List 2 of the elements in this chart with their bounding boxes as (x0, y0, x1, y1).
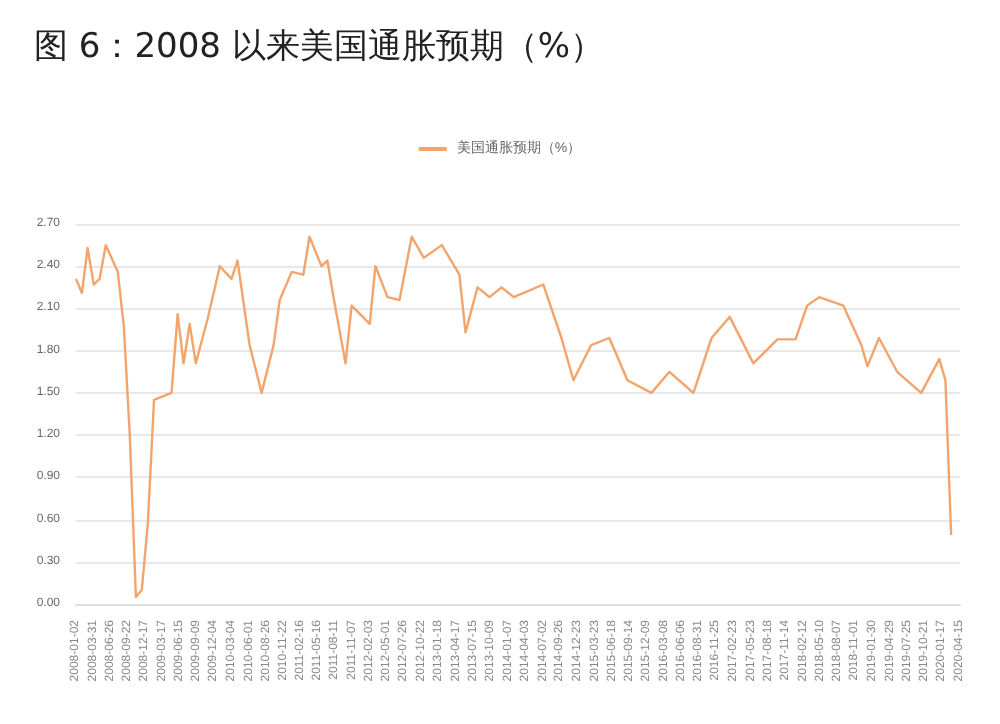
chart-title: 图 6：2008 以来美国通胀预期（%） (34, 27, 605, 67)
line-series (74, 235, 953, 599)
